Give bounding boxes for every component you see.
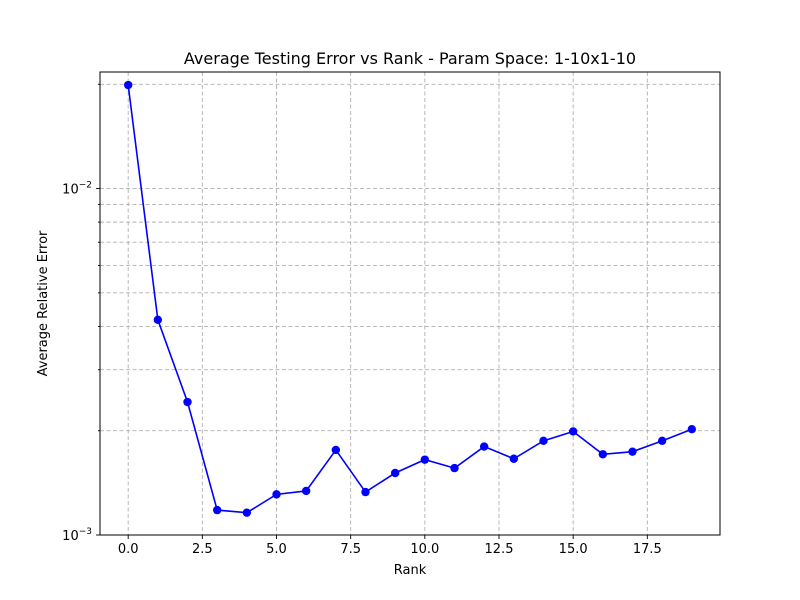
data-point [628,447,637,456]
x-tick-label: 2.5 [192,542,213,557]
x-tick-label: 7.5 [340,542,361,557]
series-line [127,84,693,514]
x-tick-label: 17.5 [633,542,662,557]
data-point [390,468,400,478]
data-point [123,80,133,90]
x-tick-label: 0.0 [118,542,139,557]
data-point [153,315,163,325]
ticks: 0.0 2.5 5.0 7.5 10.0 12.5 15.0 17.5 10−3 10−2 [62,83,662,557]
x-tick-label: 12.5 [485,542,514,557]
plot-frame [99,71,721,536]
x-tick-label: 10.0 [410,542,439,557]
y-tick-label: 10−2 [62,181,92,198]
x-axis-label: Rank [394,563,427,578]
series-layer [123,80,697,517]
data-point [242,508,252,517]
data-point [687,425,697,434]
y-axis-label: Average Relative Error [36,230,51,376]
x-tick-label: 15.0 [559,542,588,557]
data-point [361,487,370,497]
data-point [331,445,341,455]
x-tick-label: 5.0 [266,542,287,557]
chart-title: Average Testing Error vs Rank - Param Sp… [184,49,636,68]
data-point [657,436,667,446]
data-point [212,505,222,515]
data-point [568,427,578,436]
data-point [301,486,311,496]
data-point [272,490,281,499]
data-point [539,436,548,446]
data-point [183,397,192,407]
y-tick-label: 10−3 [62,527,92,544]
data-point [598,450,608,459]
data-point [479,442,489,451]
data-point [509,454,519,463]
data-point [420,455,430,464]
data-point [450,463,459,473]
